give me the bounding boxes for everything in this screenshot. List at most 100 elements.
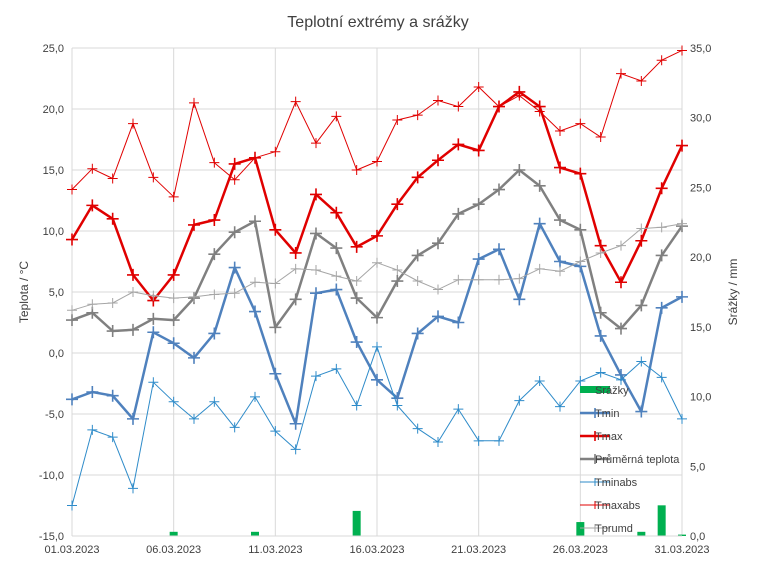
- point-prumerna-teplota: [493, 183, 505, 196]
- y-tick-label: -10,0: [39, 470, 64, 482]
- point-prumerna-teplota: [269, 321, 282, 334]
- point-tmax: [269, 223, 282, 236]
- point-tprumd: [311, 265, 321, 276]
- point-tmaxabs: [270, 146, 281, 157]
- point-tprumd: [128, 287, 138, 297]
- point-tmin: [493, 243, 505, 256]
- y2-tick-label: 10,0: [690, 392, 711, 404]
- point-tprumd: [636, 223, 647, 234]
- point-tminabs: [473, 435, 484, 446]
- point-tprumd: [270, 278, 281, 289]
- legend-item-srazky: Srážky: [580, 385, 629, 397]
- point-tprumd: [595, 247, 606, 258]
- point-tminabs: [677, 413, 687, 424]
- point-tmax: [574, 167, 587, 180]
- point-tminabs: [250, 391, 260, 402]
- point-tmaxabs: [331, 111, 342, 122]
- point-tprumd: [494, 274, 504, 285]
- legend-item-tmaxabs: Tmaxabs: [580, 500, 641, 512]
- point-tprumd: [473, 274, 484, 285]
- point-tminabs: [311, 371, 321, 382]
- point-tmaxabs: [595, 132, 606, 143]
- y-tick-label: 5,0: [49, 287, 64, 299]
- point-tprumd: [229, 288, 240, 299]
- point-prumerna-teplota: [66, 314, 78, 327]
- point-tminabs: [636, 356, 647, 367]
- point-tmax: [310, 188, 322, 201]
- point-tminabs: [331, 363, 342, 374]
- point-tmin: [594, 329, 607, 342]
- legend-marker-tminabs: [591, 478, 599, 486]
- point-tminabs: [595, 367, 606, 378]
- bar-srazky: [251, 531, 259, 536]
- point-tmin: [289, 417, 302, 430]
- bar-srazky: [657, 505, 666, 536]
- point-tprumd: [250, 277, 260, 288]
- point-tmax: [66, 233, 78, 246]
- point-tprumd: [67, 305, 77, 316]
- point-tmin: [167, 337, 180, 350]
- point-prumerna-teplota: [655, 249, 668, 262]
- point-tmaxabs: [433, 95, 443, 106]
- x-tick-label: 01.03.2023: [44, 544, 99, 556]
- point-tminabs: [189, 413, 199, 424]
- legend-item-tminabs: Tminabs: [580, 477, 638, 489]
- bar-srazky: [169, 531, 178, 536]
- point-tmax: [289, 246, 302, 259]
- point-tmax: [432, 154, 444, 167]
- point-tminabs: [229, 422, 240, 433]
- legend-label-tprumd: Tprumd: [595, 523, 633, 535]
- point-prumerna-teplota: [147, 312, 160, 325]
- point-tmaxabs: [473, 82, 484, 93]
- point-tmax: [635, 234, 648, 247]
- point-tminabs: [290, 444, 301, 455]
- point-tmax: [554, 161, 566, 174]
- point-tmaxabs: [575, 118, 586, 129]
- point-prumerna-teplota: [635, 299, 648, 312]
- point-tmax: [615, 276, 627, 289]
- x-tick-label: 16.03.2023: [349, 544, 404, 556]
- y2-tick-label: 20,0: [690, 252, 711, 264]
- point-tminabs: [412, 423, 423, 434]
- point-tminabs: [534, 376, 545, 387]
- series-lines: [66, 45, 688, 511]
- point-tmin: [330, 283, 343, 296]
- x-tick-label: 26.03.2023: [553, 544, 608, 556]
- point-tprumd: [372, 257, 382, 268]
- point-tmax: [228, 157, 241, 170]
- y2-tick-label: 25,0: [690, 182, 711, 194]
- point-tprumd: [331, 271, 342, 282]
- point-tmin: [86, 386, 99, 399]
- point-tprumd: [656, 222, 667, 233]
- point-tmax: [452, 138, 465, 151]
- axes: 25,0 20,0 15,0 10,0 5,0 0,0 -5,0 -10,0 -15,0 35,0…: [39, 43, 712, 556]
- legend-item-tprumd: Tprumd: [580, 523, 633, 535]
- point-prumerna-teplota: [513, 164, 526, 176]
- point-prumerna-teplota: [167, 314, 180, 327]
- point-tmax: [106, 212, 119, 225]
- point-tmax: [391, 198, 404, 211]
- point-tmin: [147, 326, 160, 339]
- series-tprumd: [67, 218, 687, 316]
- point-tmin: [432, 310, 444, 323]
- point-prumerna-teplota: [350, 292, 363, 305]
- y-tick-label: 15,0: [43, 165, 64, 177]
- point-tmin: [472, 253, 485, 266]
- point-tprumd: [575, 256, 586, 267]
- point-tmax: [676, 139, 688, 152]
- point-tmaxabs: [494, 101, 504, 112]
- legend-label-tmin: Tmin: [595, 408, 619, 420]
- point-tprumd: [168, 293, 179, 304]
- point-tminabs: [453, 404, 464, 415]
- x-tick-label: 31.03.2023: [654, 544, 709, 556]
- point-tprumd: [392, 265, 403, 276]
- x-tick-label: 11.03.2023: [248, 544, 302, 556]
- bar-srazky: [678, 534, 686, 536]
- point-tmaxabs: [168, 191, 179, 202]
- point-tmaxabs: [534, 106, 545, 117]
- legend-item-prumerna-teplota: Průměrná teplota: [580, 454, 680, 466]
- point-tmax: [371, 229, 383, 242]
- point-tmaxabs: [453, 101, 464, 112]
- point-tmin: [249, 305, 261, 318]
